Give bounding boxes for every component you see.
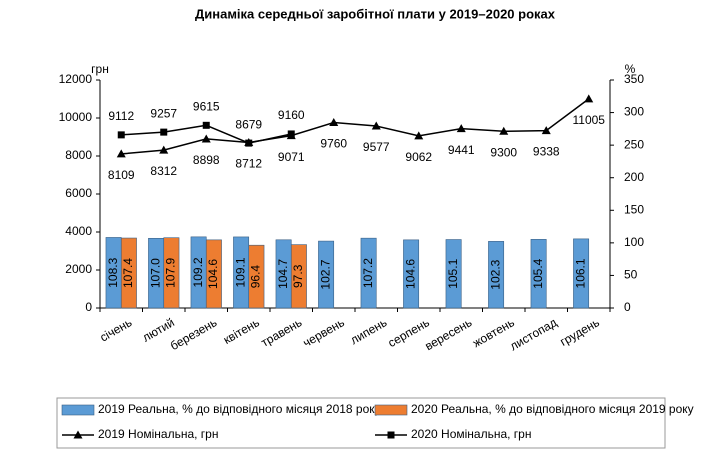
line-marker — [116, 149, 126, 158]
x-tick-label: липень — [348, 315, 389, 347]
line-value-label: 8312 — [150, 164, 177, 178]
line-marker — [499, 126, 509, 135]
line-value-label: 8712 — [235, 157, 262, 171]
line-marker — [202, 121, 210, 129]
bar-value-label: 105.4 — [531, 258, 545, 288]
x-tick-label: вересень — [422, 315, 474, 353]
bar-value-label: 109.1 — [233, 257, 247, 287]
line-value-label: 9615 — [193, 99, 220, 113]
line-marker — [329, 118, 339, 127]
bar-value-label: 96.4 — [249, 265, 263, 289]
y2-tick-label: 200 — [624, 170, 644, 184]
y2-tick-label: 0 — [624, 300, 631, 314]
bar-value-label: 104.6 — [403, 259, 417, 289]
bar — [445, 239, 462, 309]
y-tick-label: 10000 — [59, 110, 93, 124]
line-value-label: 9300 — [490, 145, 517, 159]
y-tick-label: 0 — [85, 300, 92, 314]
bar-value-label: 109.2 — [191, 257, 205, 287]
bar-value-label: 104.7 — [276, 259, 290, 289]
bar-value-label: 102.3 — [488, 259, 502, 289]
legend-label: 2019 Номінальна, грн — [98, 427, 219, 441]
y2-tick-label: 150 — [624, 202, 644, 216]
y-axis-label: грн — [91, 62, 109, 76]
x-tick-label: січень — [97, 315, 134, 344]
legend-label: 2020 Номінальна, грн — [411, 427, 532, 441]
x-tick-label: листопад — [507, 315, 559, 353]
x-tick-label: травень — [259, 315, 305, 349]
y-tick-label: 6000 — [65, 186, 92, 200]
line-marker — [201, 134, 211, 143]
legend-label: 2019 Реальна, % до відповідного місяця 2… — [98, 402, 381, 416]
bar-value-label: 104.6 — [206, 259, 220, 289]
bar-value-label: 107.4 — [121, 258, 135, 288]
line-marker — [456, 124, 466, 133]
y2-tick-label: 250 — [624, 137, 644, 151]
line-marker — [159, 145, 169, 154]
bar — [318, 240, 335, 309]
line-value-label: 11005 — [573, 113, 606, 127]
y2-tick-label: 350 — [624, 72, 644, 86]
y-tick-label: 4000 — [65, 224, 92, 238]
bar — [163, 237, 180, 309]
line-value-label: 9441 — [448, 143, 475, 157]
y-tick-label: 12000 — [59, 72, 93, 86]
line-value-label: 9257 — [150, 106, 177, 120]
bar — [205, 239, 222, 309]
line-marker — [584, 94, 594, 103]
y2-tick-label: 300 — [624, 105, 644, 119]
x-tick-label: квітень — [221, 315, 262, 347]
y2-tick-label: 100 — [624, 235, 644, 249]
legend-box — [56, 397, 666, 449]
bar — [530, 239, 547, 309]
line-value-label: 9071 — [278, 150, 305, 164]
y-tick-label: 8000 — [65, 148, 92, 162]
chart-title: Динаміка середньої заробітної плати у 20… — [195, 6, 556, 21]
bar — [290, 244, 307, 309]
bar — [573, 238, 590, 309]
bar-value-label: 97.3 — [291, 264, 305, 288]
line-value-label: 9062 — [405, 150, 432, 164]
bar-value-label: 107.9 — [164, 258, 178, 288]
x-tick-label: березень — [168, 315, 220, 353]
legend-swatch — [61, 404, 95, 416]
x-tick-label: червень — [301, 315, 347, 350]
line-value-label: 8679 — [235, 117, 262, 131]
y2-tick-label: 50 — [624, 268, 638, 282]
y2-axis-label: % — [625, 62, 636, 76]
bar — [360, 237, 377, 309]
legend-label: 2020 Реальна, % до відповідного місяця 2… — [411, 402, 694, 416]
line-marker — [541, 126, 551, 135]
line-value-label: 9160 — [278, 108, 305, 122]
bar-value-label: 102.7 — [318, 259, 332, 289]
y-tick-label: 2000 — [65, 262, 92, 276]
line-marker — [414, 131, 424, 140]
line-marker — [245, 139, 253, 147]
bar-value-label: 105.1 — [446, 258, 460, 288]
line-value-label: 9577 — [363, 140, 390, 154]
x-tick-label: грудень — [558, 315, 602, 349]
line-marker — [117, 131, 125, 139]
bar — [403, 239, 420, 309]
line-value-label: 9112 — [108, 109, 134, 123]
bar-value-label: 106.1 — [573, 258, 587, 288]
line — [121, 98, 590, 155]
line-marker — [160, 128, 168, 136]
bar — [488, 241, 505, 309]
line-value-label: 8109 — [108, 168, 135, 182]
bar — [120, 237, 137, 309]
bar-value-label: 108.3 — [106, 257, 120, 287]
legend-marker — [387, 431, 395, 439]
bar-value-label: 107.2 — [361, 258, 375, 288]
legend-swatch — [374, 404, 408, 416]
legend-marker — [73, 430, 83, 439]
line-value-label: 8898 — [193, 153, 220, 167]
bar-value-label: 107.0 — [148, 258, 162, 288]
line-value-label: 9760 — [320, 137, 347, 151]
line-value-label: 9338 — [533, 145, 560, 159]
line-marker — [371, 121, 381, 130]
bar — [248, 244, 265, 309]
line-marker — [287, 130, 295, 138]
